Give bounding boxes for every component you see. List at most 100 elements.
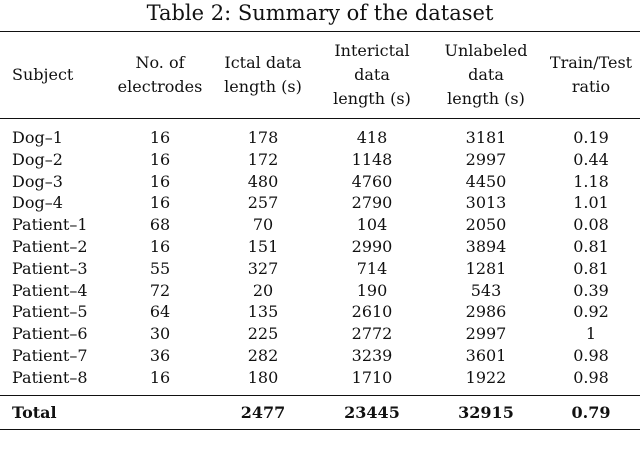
table-row: Patient–6 30 225 2772 2997 1 [0,323,640,345]
ratio-cell: 0.39 [573,280,609,300]
electrodes-cell: 64 [149,302,171,322]
ratio-cell: 1.18 [573,171,609,191]
subject-cell: Patient–6 [12,324,88,344]
table-row: Patient–1 68 70 104 2050 0.08 [0,214,640,236]
table-row: Patient–2 16 151 2990 3894 0.81 [0,236,640,258]
total-row: Total 2477 23445 32915 0.79 [0,394,640,430]
unlabeled-cell: 2997 [465,149,507,169]
subject-cell: Dog–2 [12,149,63,169]
ratio-cell: 0.44 [573,149,609,169]
table-row: Patient–7 36 282 3239 3601 0.98 [0,345,640,367]
ratio-cell: 0.19 [573,128,609,147]
subject-cell: Dog–3 [12,171,63,191]
electrodes-cell: 72 [149,280,171,300]
ictal-cell: 178 [247,128,279,147]
ictal-cell: 172 [247,149,279,169]
ictal-cell: 20 [252,280,274,300]
header-interictal-length: Interictal data length (s) [314,31,430,119]
interictal-cell: 2790 [351,193,393,213]
interictal-cell: 3239 [351,345,393,365]
subject-cell: Dog–1 [12,128,63,147]
header-subject: Subject [0,31,108,119]
ictal-cell: 151 [247,236,279,256]
unlabeled-cell: 1281 [465,258,507,278]
unlabeled-cell: 543 [470,280,502,300]
subject-cell: Patient–4 [12,280,88,300]
interictal-cell: 190 [356,280,388,300]
unlabeled-cell: 2050 [465,215,507,235]
table-row: Patient–5 64 135 2610 2986 0.92 [0,301,640,323]
subject-cell: Patient–7 [12,345,88,365]
subject-cell: Patient–5 [12,302,88,322]
electrodes-cell: 16 [149,236,171,256]
unlabeled-cell: 2986 [465,302,507,322]
interictal-cell: 1148 [351,149,393,169]
electrodes-cell: 16 [149,128,171,147]
table-row: Dog–3 16 480 4760 4450 1.18 [0,171,640,193]
unlabeled-cell: 4450 [465,171,507,191]
unlabeled-cell: 1922 [465,367,507,387]
ictal-cell: 180 [247,367,279,387]
table-row: Dog–2 16 172 1148 2997 0.44 [0,149,640,171]
ratio-cell: 1.01 [573,193,609,213]
header-electrodes: No. of electrodes [108,31,212,119]
electrodes-cell: 30 [149,324,171,344]
total-ictal: 2477 [212,394,314,430]
total-ratio: 0.79 [542,394,640,430]
ictal-cell: 282 [247,345,279,365]
ratio-cell: 0.81 [573,236,609,256]
electrodes-cell: 16 [149,149,171,169]
total-interictal: 23445 [314,394,430,430]
interictal-cell: 418 [356,128,388,147]
interictal-cell: 714 [356,258,388,278]
table-caption: Table 2: Summary of the dataset [146,1,494,25]
electrodes-cell: 55 [149,258,171,278]
ratio-cell: 0.98 [573,367,609,387]
header-row: Subject No. of electrodes Ictal data lengt… [0,31,640,119]
unlabeled-cell: 2997 [465,324,507,344]
header-ictal-length: Ictal data length (s) [212,31,314,119]
ictal-cell: 225 [247,324,279,344]
interictal-cell: 2772 [351,324,393,344]
unlabeled-cell: 3894 [465,236,507,256]
subject-cell: Patient–3 [12,258,88,278]
subject-cell: Patient–1 [12,215,88,235]
subject-cell: Dog–4 [12,193,63,213]
table-body: Dog–1 16 178 418 3181 0.19 Dog–2 16 172 1148 2997 0… [0,119,640,396]
ictal-cell: 135 [247,302,279,322]
table-row: Patient–3 55 327 714 1281 0.81 [0,258,640,280]
header-train-test-ratio: Train/Test ratio [542,31,640,119]
header-unlabeled-length: Unlabeled data length (s) [430,31,542,119]
ictal-cell: 70 [252,215,274,235]
dataset-summary-table: Subject No. of electrodes Ictal data lengt… [0,31,640,430]
unlabeled-cell: 3013 [465,193,507,213]
total-unlabeled: 32915 [430,394,542,430]
ratio-cell: 0.81 [573,258,609,278]
ictal-cell: 257 [247,193,279,213]
unlabeled-cell: 3181 [465,128,507,147]
ictal-cell: 480 [247,171,279,191]
interictal-cell: 4760 [351,171,393,191]
table-row: Dog–1 16 178 418 3181 0.19 [0,119,640,149]
table-row: Patient–8 16 180 1710 1922 0.98 [0,367,640,395]
ratio-cell: 0.92 [573,302,609,322]
unlabeled-cell: 3601 [465,345,507,365]
subject-cell: Patient–8 [12,367,88,387]
electrodes-cell: 36 [149,345,171,365]
interictal-cell: 104 [356,215,388,235]
interictal-cell: 2610 [351,302,393,322]
total-label: Total [0,394,108,430]
ratio-cell: 0.98 [573,345,609,365]
ratio-cell: 1 [585,324,597,344]
ictal-cell: 327 [247,258,279,278]
total-electrodes [108,394,212,430]
interictal-cell: 1710 [351,367,393,387]
electrodes-cell: 16 [149,193,171,213]
subject-cell: Patient–2 [12,236,88,256]
electrodes-cell: 68 [149,215,171,235]
electrodes-cell: 16 [149,171,171,191]
table-row: Dog–4 16 257 2790 3013 1.01 [0,192,640,214]
interictal-cell: 2990 [351,236,393,256]
table-row: Patient–4 72 20 190 543 0.39 [0,280,640,302]
electrodes-cell: 16 [149,367,171,387]
